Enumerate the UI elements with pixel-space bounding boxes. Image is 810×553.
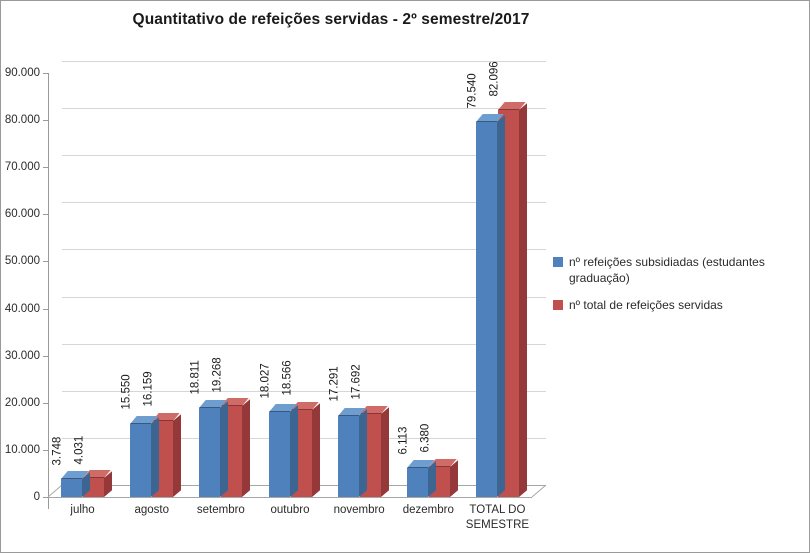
bar-front-face (406, 468, 428, 497)
y-axis-tick-label: 40.000 (4, 302, 40, 315)
gridline (62, 61, 546, 62)
y-axis-tick-label: 50.000 (4, 255, 40, 268)
bar-setembro-series0[interactable] (199, 400, 228, 497)
bar-side-face (151, 424, 159, 497)
bar-front-face (130, 423, 152, 497)
bar-side-face (519, 110, 527, 497)
bar-agosto-series0[interactable] (130, 415, 158, 497)
gridline (62, 108, 546, 110)
x-axis-label-total-do-semestre: TOTAL DO SEMESTRE (465, 504, 530, 531)
bar-side-face (359, 416, 367, 497)
y-axis-tick (43, 120, 48, 122)
y-axis-tick (43, 308, 48, 310)
data-label: 17.692 (350, 364, 363, 400)
y-axis-tick-label: 70.000 (4, 161, 40, 174)
bar-side-face (173, 421, 181, 497)
legend-item-0[interactable]: nº refeições subsidiadas (estudantes gra… (553, 254, 803, 286)
plot-area: 3.748 4.031 15.550 16.159 18.811 19.268 18.027… (43, 61, 546, 509)
bar-front-face (61, 479, 83, 497)
y-axis-tick (43, 261, 48, 263)
data-label: 6.380 (419, 424, 432, 453)
data-label: 18.811 (189, 360, 202, 395)
legend-label: nº refeições subsidiadas (estudantes gra… (569, 255, 765, 285)
bar-outubro-series0[interactable] (268, 404, 297, 497)
bar-side-face (450, 467, 458, 497)
y-axis-tick (43, 355, 48, 357)
bar-total-do-semestre-series0[interactable] (475, 114, 504, 497)
x-axis-label-dezembro: dezembro (402, 504, 454, 516)
bar-side-face (497, 122, 505, 497)
y-axis-tick (43, 73, 48, 74)
data-label: 3.748 (51, 436, 64, 466)
bar-side-face (242, 406, 250, 497)
chart-title: Quantitativo de refeições servidas - 2º … (132, 11, 530, 28)
legend-label: nº total de refeições servidas (569, 298, 723, 312)
x-axis-label-setembro: setembro (196, 504, 245, 516)
legend-item-1[interactable]: nº total de refeições servidas (553, 297, 803, 313)
y-axis-tick-label: 80.000 (4, 114, 40, 127)
y-axis-tick-label: 90.000 (4, 67, 40, 79)
y-axis-tick (43, 402, 48, 404)
bar-front-face (199, 408, 221, 497)
gridline (62, 390, 546, 392)
y-axis-tick (43, 167, 48, 169)
bar-side-face (220, 408, 228, 497)
x-axis-label-julho: julho (70, 504, 95, 516)
data-label: 18.566 (281, 360, 293, 396)
gridline (62, 202, 546, 204)
gridline (62, 343, 546, 345)
data-label: 15.550 (120, 374, 133, 410)
y-axis-tick (43, 497, 48, 498)
bar-front-face (475, 122, 497, 497)
bar-side-face (82, 479, 90, 497)
bar-dezembro-series0[interactable] (406, 460, 435, 497)
chart-legend: nº refeições subsidiadas (estudantes gra… (553, 254, 803, 324)
data-label: 16.159 (142, 371, 155, 407)
y-axis-tick (43, 214, 48, 216)
bar-julho-series0[interactable] (61, 471, 89, 497)
gridline (62, 155, 546, 157)
data-label: 19.268 (211, 357, 224, 393)
x-axis-label-outubro: outubro (270, 504, 310, 516)
data-label: 18.027 (259, 362, 271, 399)
x-axis-label-agosto: agosto (134, 504, 169, 516)
gridline (62, 296, 546, 298)
bar-side-face (290, 412, 298, 497)
gridline (62, 249, 546, 251)
legend-color-swatch (553, 300, 563, 310)
bar-front-face (268, 412, 290, 497)
bar-side-face (312, 410, 320, 497)
x-axis-label-novembro: novembro (333, 504, 385, 516)
floor-front-edge (48, 497, 532, 498)
data-label: 4.031 (73, 435, 86, 465)
y-axis-tick-label: 30.000 (4, 349, 40, 362)
value-axis (48, 73, 49, 509)
data-label: 82.096 (488, 61, 501, 97)
y-axis-tick-label: 10.000 (4, 443, 40, 456)
bar-side-face (428, 468, 436, 497)
bar-front-face (337, 415, 359, 497)
bar-side-face (381, 414, 389, 497)
y-axis-tick-label: 60.000 (4, 208, 40, 221)
y-axis-tick-label: 20.000 (4, 396, 40, 409)
data-label: 6.113 (397, 426, 410, 455)
bar-side-face (104, 478, 112, 497)
y-axis-tick-label: 0 (33, 491, 40, 503)
y-axis-tick (43, 449, 48, 451)
data-label: 79.540 (466, 73, 479, 109)
legend-color-swatch (553, 257, 563, 267)
data-label: 17.291 (328, 366, 341, 402)
bar-novembro-series0[interactable] (337, 407, 366, 497)
